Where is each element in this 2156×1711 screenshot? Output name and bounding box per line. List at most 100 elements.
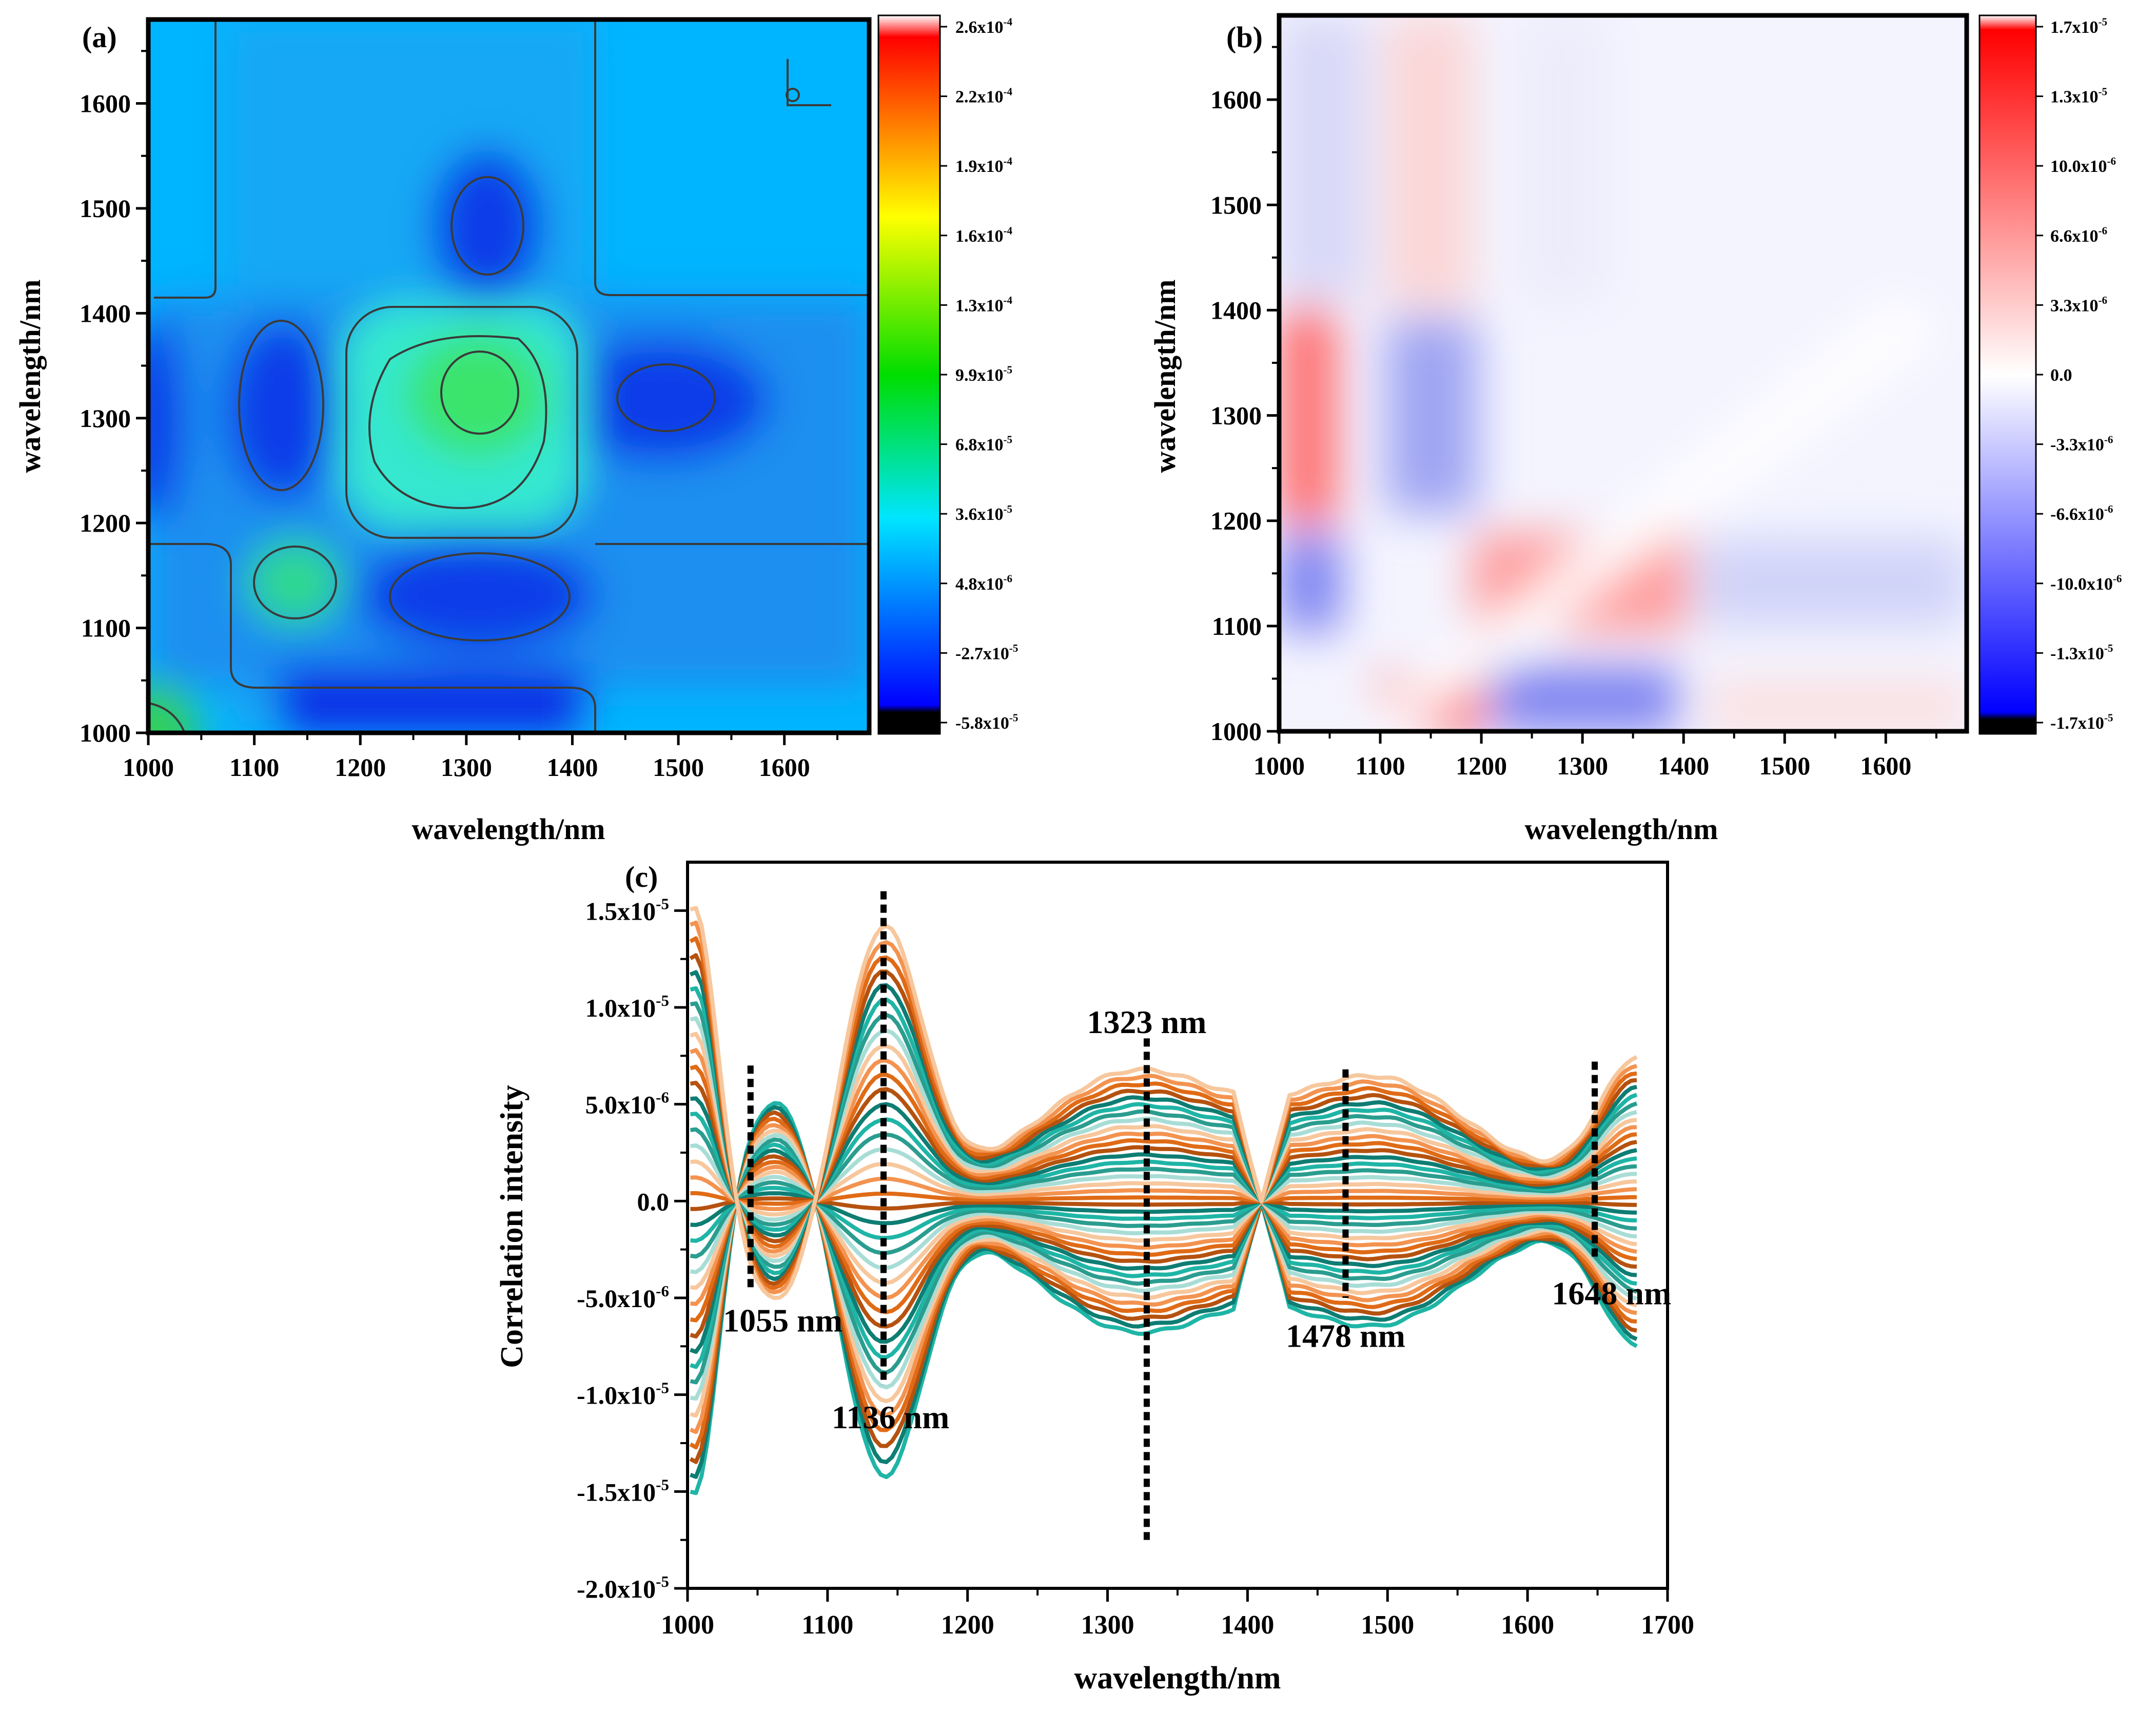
panel-b-diagonal bbox=[1355, 298, 1939, 731]
series-line bbox=[690, 1064, 1637, 1249]
panel-b-pos-topband bbox=[1385, 15, 1473, 308]
colorbar-label: -5.8x10-5 bbox=[955, 712, 1018, 733]
y-tick-label: 1400 bbox=[1210, 296, 1262, 324]
y-tick-label: -2.0x10-5 bbox=[577, 1572, 669, 1603]
panel-b: (b) 1000 1100 1200 1300 1400 1500 1600 1000 1100… bbox=[1148, 13, 2122, 846]
panel-a-neg-1480-1320 bbox=[554, 339, 770, 462]
panel-b-xlabel: wavelength/nm bbox=[1525, 812, 1718, 846]
x-tick-label: 1200 bbox=[941, 1610, 994, 1640]
series-line bbox=[690, 1137, 1638, 1385]
series-line bbox=[690, 1180, 1637, 1259]
series-line bbox=[690, 1143, 1637, 1222]
series-line bbox=[690, 1196, 1637, 1211]
panel-a-contour-neg-1330c bbox=[389, 552, 571, 641]
series-line bbox=[690, 1164, 1637, 1306]
y-tick-label: 5.0x10-6 bbox=[585, 1088, 669, 1119]
panel-b-neg-left-lower bbox=[1279, 534, 1341, 631]
series-line bbox=[690, 986, 1638, 1275]
panel-b-pos-left bbox=[1279, 308, 1336, 523]
series-line bbox=[690, 1127, 1637, 1227]
colorbar-label: -2.7x10-5 bbox=[955, 642, 1018, 663]
colorbar-label: 1.6x10-4 bbox=[955, 225, 1013, 246]
panel-a-neg-1330-1130 bbox=[359, 539, 595, 652]
x-tick-label: 1300 bbox=[441, 753, 492, 782]
series-line bbox=[690, 1101, 1638, 1495]
panel-a-contour-topright bbox=[787, 59, 831, 106]
panel-a-contour-lower bbox=[148, 543, 596, 733]
panel-a-label: (a) bbox=[82, 21, 117, 54]
panel-a-axes: 1000 1100 1200 1300 1400 1500 1600 1000 1100 1200… bbox=[80, 50, 839, 782]
panel-a-neg-left-edge bbox=[148, 318, 185, 523]
panel-a-contour-inner bbox=[368, 335, 547, 510]
colorbar-label: 1.7x10-5 bbox=[2050, 16, 2107, 37]
y-tick-label: 1100 bbox=[1212, 612, 1262, 640]
colorbar-label: 1.3x10-5 bbox=[2050, 85, 2107, 106]
x-tick-label: 1000 bbox=[123, 753, 174, 782]
x-tick-label: 1100 bbox=[229, 753, 279, 782]
panel-a-contour-vertical bbox=[154, 20, 869, 299]
colorbar-label: 2.6x10-4 bbox=[955, 16, 1013, 37]
panel-a-colorbar-labels: 2.6x10-4 2.2x10-4 1.9x10-4 1.6x10-4 1.3x10-4… bbox=[940, 16, 1018, 733]
x-tick-label: 1500 bbox=[1759, 751, 1810, 780]
x-tick-label: 1300 bbox=[1081, 1610, 1134, 1640]
y-tick-label: 1200 bbox=[1210, 507, 1262, 535]
series-line bbox=[690, 1148, 1637, 1354]
panel-b-axes: 1000 1100 1200 1300 1400 1500 1600 1000 1100 1200… bbox=[1210, 46, 1937, 780]
series-line bbox=[690, 1154, 1637, 1339]
colorbar-label: -10.0x10-6 bbox=[2050, 573, 2122, 594]
panel-b-colorbar bbox=[1978, 14, 2037, 735]
series-line bbox=[689, 1123, 1637, 1434]
y-tick-label: -1.0x10-5 bbox=[577, 1379, 669, 1410]
y-tick-label: 0.0 bbox=[637, 1187, 670, 1216]
y-tick-label: 1500 bbox=[80, 194, 131, 223]
panel-a-contour-neg-1130 bbox=[238, 320, 324, 491]
series-line bbox=[690, 1191, 1637, 1206]
x-tick-label: 1000 bbox=[661, 1610, 714, 1640]
y-tick-label: 1100 bbox=[81, 614, 131, 643]
panel-a-pos-core bbox=[405, 334, 549, 457]
series-line bbox=[689, 1110, 1637, 1464]
colorbar-label: 6.8x10-5 bbox=[955, 433, 1012, 454]
x-tick-label: 1400 bbox=[1658, 751, 1709, 780]
x-tick-label: 1600 bbox=[1501, 1610, 1554, 1640]
panel-b-neg-topband bbox=[1519, 15, 1606, 303]
series-line bbox=[690, 1175, 1637, 1274]
panel-a-neg-1130-1320 bbox=[226, 321, 339, 500]
panel-a-contour-pos-1135 bbox=[253, 546, 337, 619]
x-tick-label: 1500 bbox=[653, 753, 704, 782]
colorbar-label: 1.3x10-4 bbox=[955, 294, 1013, 315]
panel-a-contour-neg-1330b bbox=[450, 176, 524, 276]
colorbar-label: -6.6x10-6 bbox=[2050, 503, 2113, 524]
y-tick-label: 1.0x10-5 bbox=[585, 991, 669, 1022]
panel-b-neg-topleft bbox=[1279, 15, 1366, 298]
series-line bbox=[690, 1191, 1637, 1227]
y-tick-label: 1600 bbox=[1210, 85, 1262, 114]
panel-a-contour-neg-1480 bbox=[616, 363, 716, 432]
y-tick-label: 1000 bbox=[1210, 717, 1262, 746]
panel-a-xlabel: wavelength/nm bbox=[412, 812, 605, 846]
colorbar-label: 9.9x10-5 bbox=[955, 364, 1012, 385]
panel-b-neg-bottom bbox=[1493, 667, 1678, 731]
colorbar-label: 3.3x10-6 bbox=[2050, 294, 2107, 315]
series-line bbox=[690, 1081, 1637, 1243]
panel-c-series bbox=[689, 906, 1638, 1495]
x-tick-label: 1100 bbox=[1355, 751, 1405, 780]
peak-label: 1055 nm bbox=[723, 1302, 842, 1338]
panel-a-bottom-strip bbox=[277, 667, 585, 733]
series-line bbox=[690, 1096, 1637, 1238]
peak-label: 1478 nm bbox=[1286, 1317, 1405, 1354]
y-tick-label: -1.5x10-5 bbox=[577, 1475, 669, 1506]
panel-b-neg-1480 bbox=[1698, 539, 1967, 626]
colorbar-label: 4.8x10-6 bbox=[955, 573, 1012, 594]
x-tick-label: 1600 bbox=[759, 753, 810, 782]
x-tick-label: 1200 bbox=[1456, 751, 1507, 780]
y-tick-label: 1500 bbox=[1210, 190, 1262, 219]
panel-c-peak-lines: 1055 nm 1136 nm 1323 nm 1478 nm 1648 nm bbox=[723, 891, 1671, 1540]
panel-b-heatmap bbox=[1279, 15, 1967, 731]
y-tick-label: 1000 bbox=[80, 718, 131, 747]
x-tick-label: 1500 bbox=[1361, 1610, 1414, 1640]
y-tick-label: 1300 bbox=[1210, 401, 1262, 430]
panel-c-ylabel: Correlation intensity bbox=[495, 1085, 530, 1368]
